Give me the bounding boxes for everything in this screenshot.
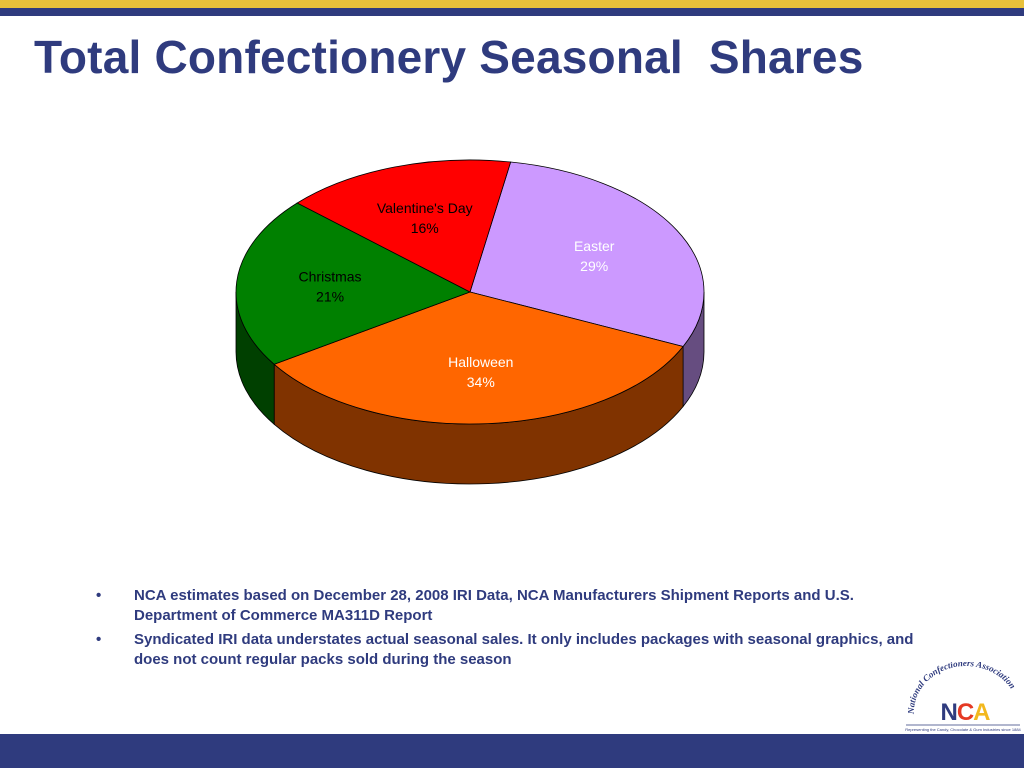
footnote-list: NCA estimates based on December 28, 2008…: [96, 586, 926, 674]
top-navy-bar: [0, 8, 1024, 16]
pie-slice-halloween: [273, 291, 684, 425]
slide-title: Total Confectionery Seasonal Shares: [34, 31, 864, 83]
pie-value-easter: 29%: [580, 258, 608, 274]
pie-label-valentine-s-day: Valentine's Day: [377, 200, 473, 216]
logo-letter-a: A: [973, 699, 990, 726]
nca-logo: National Confectioners Association NCA R…: [905, 662, 1021, 732]
footnote-item: Syndicated IRI data understates actual s…: [96, 630, 926, 670]
pie-chart: Easter 29% Halloween 34% Christmas 21% Valenti…: [235, 159, 705, 485]
pie-label-christmas: Christmas: [299, 269, 362, 285]
top-gold-bar: [0, 0, 1024, 8]
footnote-item: NCA estimates based on December 28, 2008…: [96, 586, 926, 626]
pie-slice-christmas: [235, 202, 471, 365]
pie-value-valentine-s-day: 16%: [411, 220, 439, 236]
pie-value-halloween: 34%: [467, 374, 495, 390]
bottom-navy-bar: [0, 734, 1024, 768]
logo-letter-c: C: [957, 699, 974, 726]
pie-label-easter: Easter: [574, 238, 615, 254]
logo-letter-n: N: [940, 699, 956, 726]
svg-text:NCA: NCA: [940, 699, 990, 726]
pie-label-halloween: Halloween: [448, 354, 513, 370]
pie-value-christmas: 21%: [316, 289, 344, 305]
logo-tagline: Representing the Candy, Chocolate & Gum …: [905, 727, 1021, 732]
pie-slice-easter: [469, 161, 705, 347]
pie-slice-valentine-s-day: [296, 159, 512, 293]
